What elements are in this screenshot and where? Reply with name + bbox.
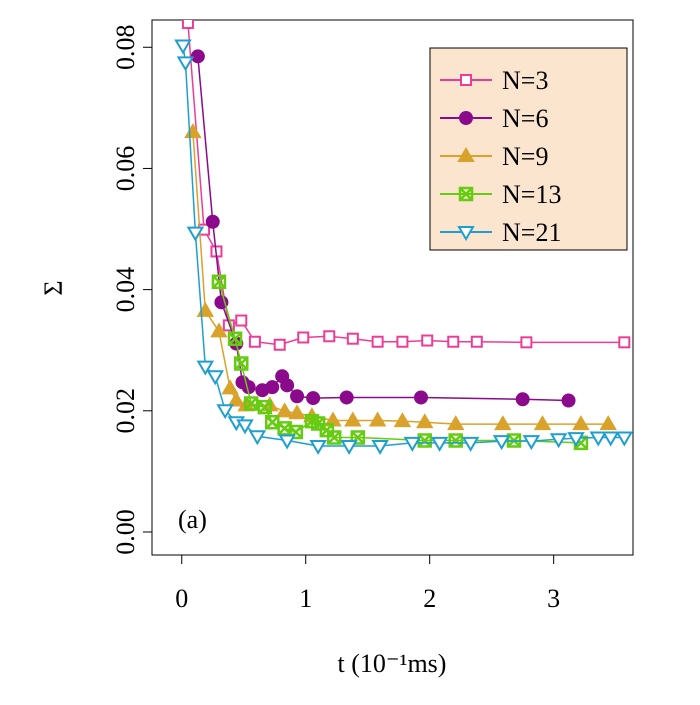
legend-marker (459, 111, 473, 125)
data-point (368, 411, 387, 427)
y-tick-label: 0.08 (111, 25, 140, 71)
legend-label: N=9 (502, 142, 548, 171)
data-point (421, 334, 434, 347)
legend-marker (457, 147, 475, 162)
x-axis-label: t (10⁻¹ms) (338, 649, 447, 678)
data-point (430, 436, 449, 452)
data-point (561, 393, 576, 408)
data-point (278, 434, 296, 450)
data-point (340, 439, 358, 455)
data-point (492, 435, 511, 451)
data-point (275, 402, 294, 418)
data-point (273, 338, 286, 351)
data-point (216, 404, 234, 420)
data-point (174, 39, 192, 55)
x-tick-label: 2 (423, 584, 436, 613)
x-tick-label: 1 (299, 584, 312, 613)
x-tick-label: 0 (175, 584, 188, 613)
data-point (371, 335, 384, 348)
data-point (396, 335, 409, 348)
data-point (310, 416, 326, 431)
y-tick-label: 0.04 (111, 267, 140, 313)
data-point (297, 331, 310, 344)
y-tick-label: 0.06 (111, 146, 140, 192)
data-point (470, 335, 483, 348)
data-point (599, 415, 617, 431)
data-point (248, 335, 261, 348)
data-point (227, 331, 243, 346)
data-point (515, 392, 530, 407)
data-point (601, 431, 620, 447)
data-point (190, 49, 205, 64)
y-tick-label: 0.00 (111, 509, 140, 555)
data-point (615, 431, 633, 447)
data-point (403, 436, 422, 452)
data-point (234, 356, 249, 371)
x-tick-label: 3 (547, 584, 560, 613)
legend-marker (457, 226, 475, 241)
data-point (447, 335, 460, 348)
legend-marker (460, 74, 472, 86)
data-point (235, 314, 248, 327)
plot-frame (151, 19, 634, 556)
data-point (181, 20, 194, 30)
data-point (222, 319, 235, 332)
legend-label: N=6 (502, 104, 548, 133)
legend-marker (458, 186, 474, 202)
data-point (236, 419, 254, 435)
data-point (618, 336, 631, 349)
data-point (393, 412, 412, 428)
data-point (205, 214, 220, 229)
legend-label: N=13 (502, 180, 561, 209)
data-point (290, 389, 305, 404)
data-point (210, 322, 228, 338)
data-point (280, 378, 295, 393)
data-point (326, 430, 342, 445)
data-point (257, 399, 273, 415)
data-point (567, 432, 585, 448)
plot-area (174, 20, 633, 455)
legend-label: N=21 (502, 218, 561, 247)
data-point (288, 404, 306, 420)
data-point (265, 380, 280, 395)
data-point (265, 415, 280, 430)
data-point (446, 415, 465, 431)
y-axis-label: Σ (39, 280, 68, 295)
data-point (248, 430, 267, 446)
data-point (414, 390, 429, 405)
data-point (243, 396, 259, 411)
legend-label: N=3 (502, 66, 548, 95)
data-point (346, 332, 359, 345)
data-point (176, 56, 195, 72)
data-point (206, 370, 224, 386)
data-point (186, 226, 205, 242)
y-tick-label: 0.02 (111, 388, 140, 434)
data-point (211, 274, 227, 289)
data-point (589, 431, 608, 447)
data-point (344, 411, 362, 427)
data-point (494, 415, 512, 431)
data-point (309, 439, 327, 455)
data-point (196, 360, 215, 376)
data-point (323, 330, 336, 343)
series-line (197, 56, 569, 402)
data-point (184, 123, 202, 139)
data-point (572, 415, 590, 431)
data-point (520, 336, 533, 349)
data-point (227, 391, 246, 407)
data-point (339, 390, 354, 405)
data-point (371, 439, 389, 455)
annotation: (a) (178, 505, 207, 534)
data-point (533, 415, 552, 431)
data-point (306, 391, 321, 406)
data-point (221, 379, 239, 395)
data-point (522, 435, 541, 451)
data-point (461, 436, 480, 452)
data-point (415, 413, 434, 429)
data-point (549, 433, 568, 449)
